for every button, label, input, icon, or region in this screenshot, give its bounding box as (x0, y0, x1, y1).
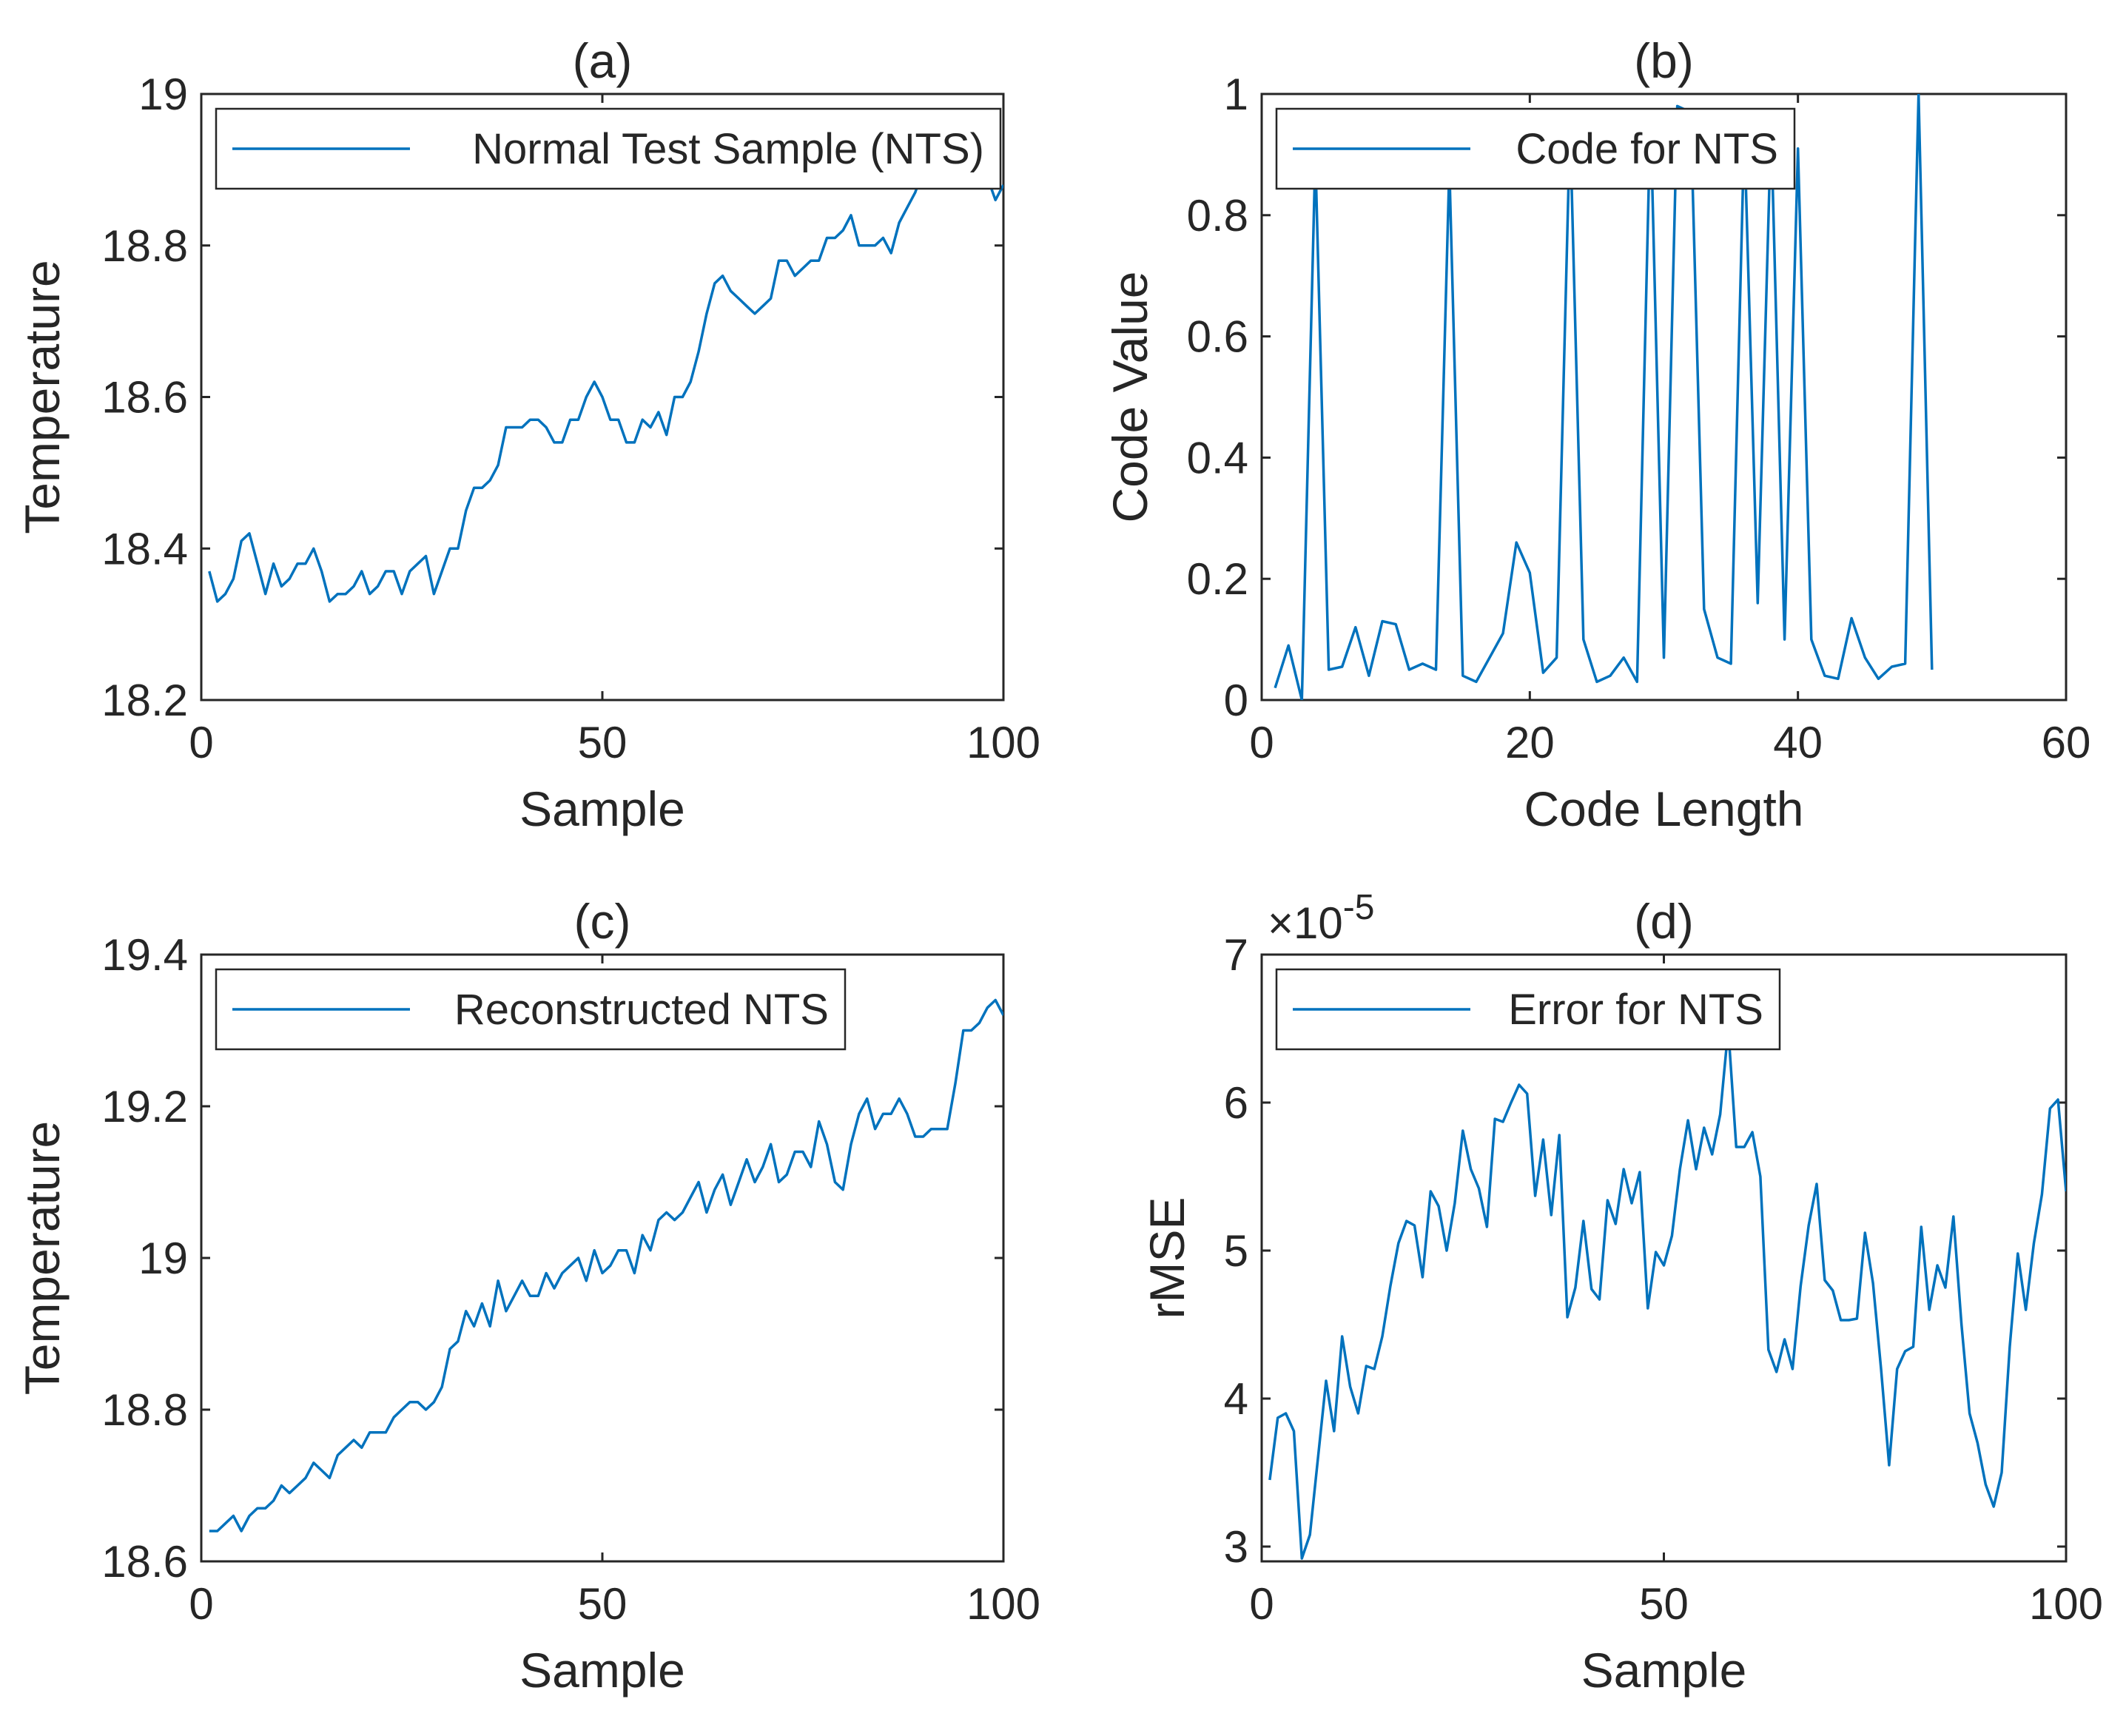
axis-exponent-label: ×10-5 (1268, 888, 1374, 948)
x-axis-label: Sample (519, 1643, 685, 1698)
y-tick-label: 18.6 (101, 373, 188, 423)
legend-label: Error for NTS (1508, 986, 1763, 1034)
y-tick-label: 0.2 (1187, 554, 1248, 604)
y-tick-label: 4 (1224, 1374, 1248, 1424)
x-tick-label: 50 (578, 1579, 628, 1629)
legend-label: Normal Test Sample (NTS) (472, 125, 984, 173)
y-axis-label: rMSE (1140, 1197, 1194, 1319)
series-line (208, 115, 1003, 603)
y-tick-label: 0.8 (1187, 191, 1248, 240)
y-tick-label: 18.6 (101, 1537, 188, 1587)
y-tick-label: 0.6 (1187, 312, 1248, 362)
x-axis-label: Sample (1581, 1643, 1747, 1698)
x-tick-label: 60 (2042, 718, 2091, 767)
x-tick-label: 0 (1249, 718, 1274, 767)
y-tick-label: 5 (1224, 1226, 1248, 1276)
x-tick-label: 50 (578, 718, 628, 767)
x-tick-label: 100 (966, 1579, 1040, 1629)
legend-label: Reconstructed NTS (454, 986, 829, 1034)
y-tick-label: 1 (1224, 70, 1248, 119)
y-axis-label: Temperature (15, 1121, 70, 1396)
panel-title: (d) (1634, 894, 1694, 949)
legend-label: Code for NTS (1516, 125, 1778, 173)
panel-title: (a) (573, 33, 633, 88)
y-tick-label: 7 (1224, 930, 1248, 980)
y-tick-label: 19.2 (101, 1082, 188, 1131)
chart-panel-c: 0 50 100 18.6 18.8 19 19.2 19.4 Sample Temperatur… (15, 894, 1040, 1698)
panel-title: (b) (1634, 33, 1694, 88)
exponent-base: ×10 (1268, 898, 1343, 948)
chart-panel-b: 0 20 40 60 0 0.2 0.4 0.6 0.8 1 Code Length Code Val… (1103, 33, 2090, 836)
y-tick-label: 18.4 (101, 524, 188, 573)
y-tick-label: 3 (1224, 1522, 1248, 1572)
chart-panel-d: 0 50 100 3 4 5 6 7 Sample rMSE (d) ×10-5 Error for N… (1140, 888, 2103, 1698)
panel-title: (c) (574, 894, 631, 949)
y-axis-label: Temperature (15, 260, 70, 534)
axes-frame (1260, 92, 2068, 702)
y-tick-label: 18.8 (101, 221, 188, 271)
x-axis-label: Sample (519, 781, 685, 836)
x-tick-label: 0 (189, 1579, 213, 1629)
y-tick-label: 0 (1224, 676, 1248, 725)
series-line (1268, 1027, 2066, 1560)
exponent-power: -5 (1343, 888, 1375, 927)
x-tick-label: 50 (1639, 1579, 1689, 1629)
y-axis-label: Code Value (1103, 271, 1157, 522)
x-tick-label: 20 (1505, 718, 1555, 767)
series-line (209, 998, 1003, 1533)
x-tick-label: 40 (1773, 718, 1823, 767)
x-tick-label: 0 (1249, 1579, 1274, 1629)
x-tick-label: 100 (2029, 1579, 2103, 1629)
y-tick-label: 19 (138, 1234, 188, 1283)
y-tick-label: 19.4 (101, 930, 188, 980)
chart-panel-a: 0 50 100 18.2 18.4 18.6 18.8 19 Sample Temperatur… (15, 33, 1040, 836)
series-line (1274, 94, 1934, 700)
y-tick-label: 0.4 (1187, 433, 1248, 482)
x-tick-label: 100 (966, 718, 1040, 767)
y-tick-label: 18.8 (101, 1385, 188, 1435)
x-tick-label: 0 (189, 718, 213, 767)
y-tick-label: 19 (138, 70, 188, 119)
y-tick-label: 6 (1224, 1078, 1248, 1128)
x-axis-label: Code Length (1524, 781, 1804, 836)
y-tick-label: 18.2 (101, 676, 188, 725)
